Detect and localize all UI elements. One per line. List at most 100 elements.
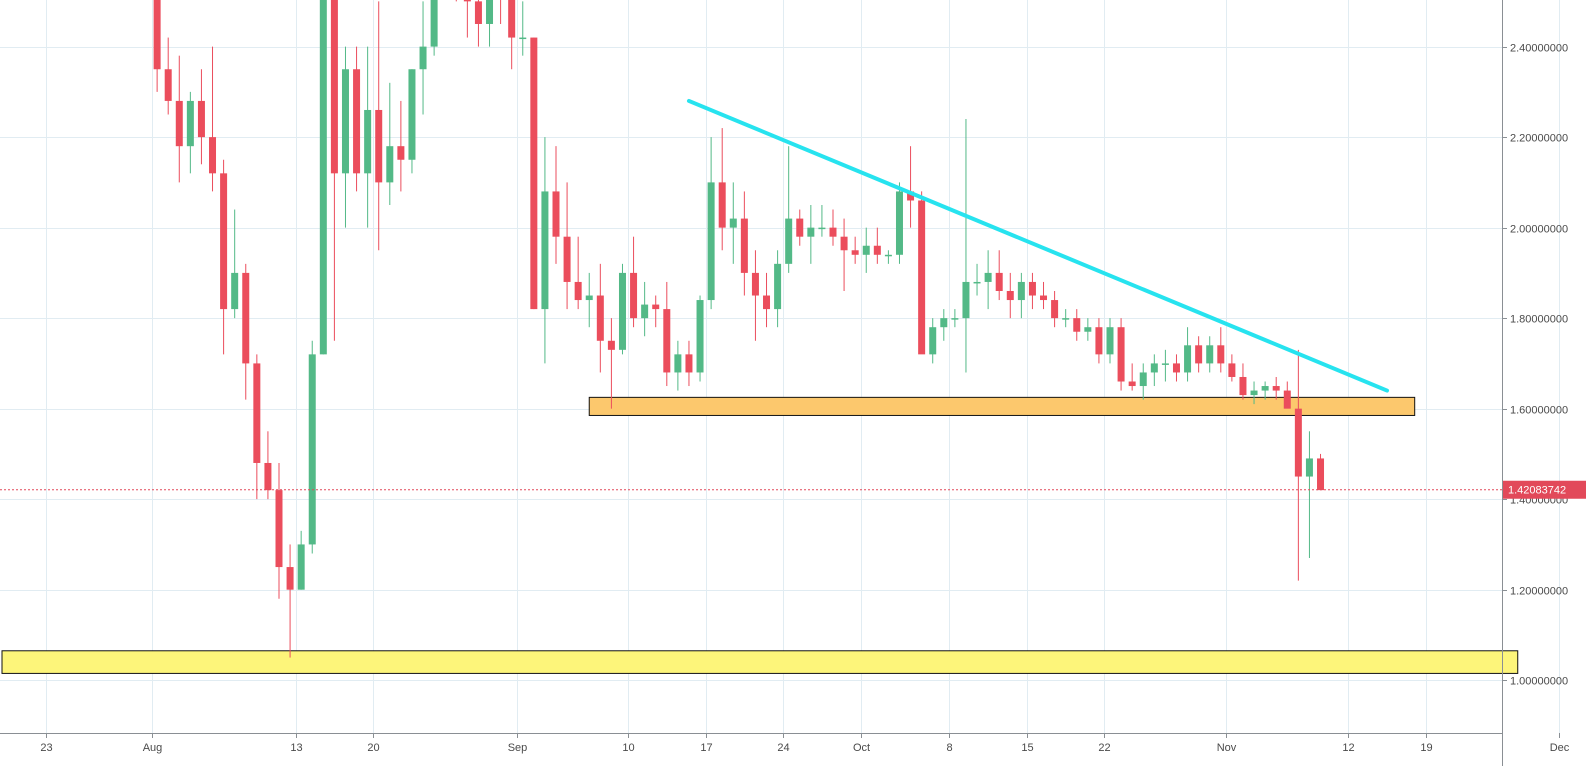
candle-down — [663, 281, 671, 387]
candle-body — [519, 37, 527, 40]
candle-down — [1006, 272, 1014, 319]
candle-body — [530, 37, 538, 310]
candle-down — [1239, 363, 1247, 400]
candle-up — [541, 137, 549, 364]
candle-down — [873, 227, 881, 264]
candle-body — [541, 191, 549, 310]
candle-up — [1206, 336, 1214, 373]
candle-up — [862, 227, 870, 273]
candle-down — [763, 272, 771, 328]
candle-down — [630, 236, 638, 328]
candle-body — [175, 100, 183, 147]
y-axis-tick-label: 2.40000000 — [1510, 43, 1568, 55]
candle-body — [1172, 363, 1180, 373]
candle-down — [530, 37, 538, 310]
candle-up — [1084, 318, 1092, 341]
candle-body — [1106, 327, 1114, 355]
candle-body — [851, 250, 859, 255]
candle-body — [1261, 386, 1269, 391]
candle-down — [1028, 272, 1036, 310]
candle-up — [519, 1, 527, 56]
candle-body — [840, 236, 848, 251]
candle-body — [1095, 327, 1103, 355]
candle-body — [585, 295, 593, 301]
x-axis-tick-label: Dec — [1550, 742, 1570, 754]
candle-up — [419, 1, 427, 115]
candle-body — [729, 218, 737, 228]
candle-down — [751, 250, 759, 341]
x-axis-tick-label: 24 — [777, 742, 789, 754]
trendlines — [686, 98, 1389, 393]
candle-up — [486, 0, 494, 47]
candle-body — [1040, 295, 1048, 301]
candle-body — [785, 218, 793, 264]
candle-up — [319, 0, 327, 355]
candle-body — [286, 567, 294, 590]
candle-up — [641, 281, 649, 337]
candle-down — [596, 263, 604, 373]
candle-body — [1217, 345, 1225, 364]
candle-body — [341, 69, 349, 174]
candle-down — [829, 209, 837, 246]
candle-down — [353, 46, 361, 192]
candle-body — [408, 69, 416, 160]
candle-body — [186, 100, 194, 147]
candle-body — [419, 46, 427, 70]
candle-body — [386, 146, 394, 183]
candle-down — [455, 0, 457, 2]
candle-down — [175, 55, 183, 183]
last-price-label-bg — [1503, 480, 1586, 499]
candle-down — [796, 209, 804, 246]
candle-body — [1150, 363, 1158, 373]
candle-body — [1239, 376, 1247, 396]
candle-down — [552, 146, 560, 264]
candle-up — [973, 263, 981, 296]
grid — [0, 0, 1560, 733]
candle-up — [1150, 354, 1158, 387]
candle-down — [652, 295, 660, 328]
candle-up — [1184, 327, 1192, 382]
candle-down — [851, 236, 859, 264]
candle-down — [474, 0, 482, 47]
candle-up — [308, 340, 316, 554]
candle-body — [253, 363, 261, 463]
y-axis-tick-label: 2.00000000 — [1510, 224, 1568, 236]
x-axis-tick-label: 20 — [367, 742, 379, 754]
x-axis-tick-label: 10 — [622, 742, 634, 754]
candle-up — [1261, 381, 1269, 400]
candle-body — [1028, 281, 1036, 296]
candle-down — [220, 159, 228, 355]
resistance-trendline — [686, 98, 1389, 393]
candle-body — [397, 146, 405, 160]
candle-down — [153, 0, 161, 92]
candle-down — [1294, 349, 1302, 581]
candle-body — [463, 0, 471, 2]
candle-down — [330, 0, 338, 341]
candle-up — [785, 146, 793, 273]
candle-up — [962, 119, 970, 373]
candle-body — [751, 272, 759, 296]
candle-body — [607, 340, 615, 350]
x-axis-tick-label: 22 — [1098, 742, 1110, 754]
candle-up — [1139, 363, 1147, 400]
candle-body — [674, 354, 682, 373]
candle-body — [895, 191, 903, 255]
x-axis-tick-label: 13 — [290, 742, 302, 754]
x-axis-tick-label: Nov — [1217, 742, 1237, 754]
candle-body — [652, 304, 660, 310]
candle-body — [596, 295, 604, 341]
candle-body — [1062, 318, 1070, 320]
candle-body — [364, 109, 372, 174]
candle-body — [740, 218, 748, 273]
candle-down — [607, 318, 615, 409]
x-axis-tick-label: Oct — [853, 742, 870, 754]
candlesticks — [153, 0, 1325, 658]
candle-down — [286, 544, 294, 658]
candle-body — [618, 272, 626, 350]
candle-up — [807, 205, 815, 264]
candle-body — [1017, 281, 1025, 301]
candle-body — [552, 191, 560, 237]
candle-body — [995, 272, 1003, 291]
